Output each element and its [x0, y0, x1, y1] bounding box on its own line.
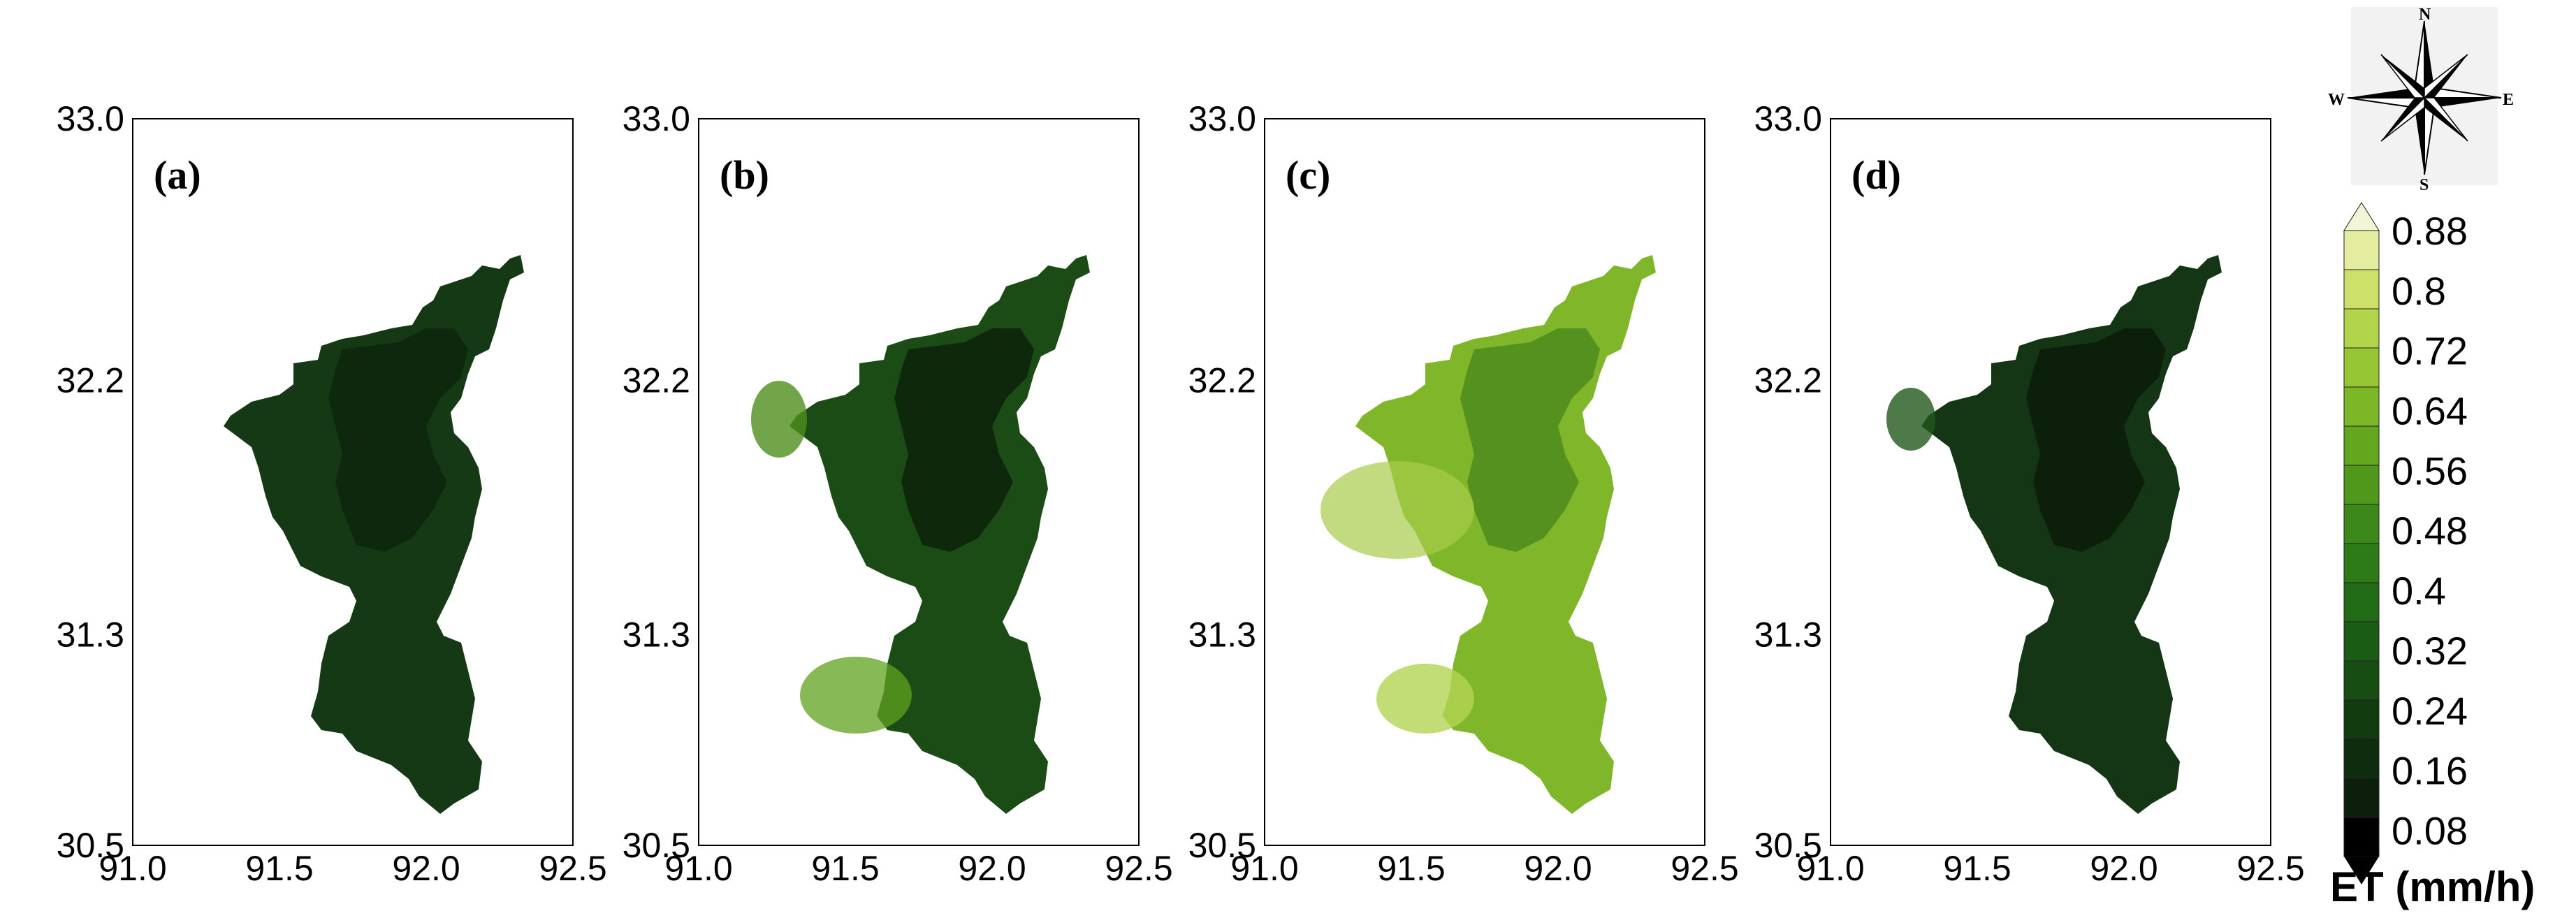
basin-detail — [1460, 328, 1600, 552]
lon-tick-label: 91.5 — [1943, 849, 2011, 888]
compass-south-label: S — [2419, 176, 2429, 194]
lon-tick-label: 92.0 — [958, 849, 1026, 888]
lon-tick-label: 92.5 — [2236, 849, 2304, 888]
colorbar-level-label: 0.16 — [2392, 749, 2468, 793]
map-panel-c: (c) — [1264, 118, 1705, 846]
lon-tick-label: 92.5 — [539, 849, 606, 888]
lat-tick-label: 32.2 — [623, 360, 690, 400]
panel-letter: (a) — [154, 152, 201, 198]
lat-tick-label: 33.0 — [623, 99, 690, 138]
colorbar-segment — [2343, 660, 2380, 701]
lon-tick-label: 91.0 — [99, 849, 166, 888]
colorbar: 0.88 0.8 0.72 0.64 0.56 0.48 0.4 0.32 0.24 0.16 0.… — [2343, 202, 2468, 884]
colorbar-segment — [2343, 465, 2380, 505]
bright-patch — [751, 381, 807, 458]
panel-letter: (c) — [1286, 152, 1330, 198]
lat-tick-label: 31.3 — [623, 615, 690, 654]
lat-tick-label: 32.2 — [57, 360, 124, 400]
colorbar-level-label: 0.48 — [2392, 509, 2468, 553]
colorbar-segment — [2343, 308, 2380, 349]
lon-tick-label: 92.5 — [1105, 849, 1172, 888]
lon-tick-label: 92.0 — [392, 849, 460, 888]
compass-rose: N S E W — [2328, 6, 2514, 194]
compass-icon — [2347, 20, 2502, 175]
basin-detail — [2026, 328, 2166, 552]
colorbar-segment — [2343, 543, 2380, 583]
colorbar-segment — [2343, 817, 2380, 857]
lat-tick-label: 31.3 — [1188, 615, 1256, 654]
colorbar-segment — [2343, 621, 2380, 662]
lat-tick-label: 32.2 — [1188, 360, 1256, 400]
colorbar-segment — [2343, 699, 2380, 740]
axis-tick-labels: 91.0 91.5 92.0 92.533.032.231.330.591.0 91.5… — [57, 99, 2305, 888]
lat-tick-label: 30.5 — [623, 826, 690, 865]
lon-tick-label: 91.5 — [811, 849, 879, 888]
basin-detail — [328, 328, 468, 552]
lon-tick-label: 91.0 — [1796, 849, 1864, 888]
lat-tick-label: 33.0 — [1188, 99, 1256, 138]
colorbar-level-label: 0.64 — [2392, 389, 2468, 433]
colorbar-level-label: 0.4 — [2392, 569, 2446, 613]
lat-tick-label: 31.3 — [1754, 615, 1822, 654]
colorbar-segment — [2343, 504, 2380, 544]
lon-tick-label: 91.5 — [245, 849, 313, 888]
map-panel-b: (b) — [698, 118, 1140, 846]
lon-tick-label: 91.0 — [664, 849, 732, 888]
lon-tick-label: 92.0 — [1524, 849, 1592, 888]
lat-tick-label: 31.3 — [57, 615, 124, 654]
colorbar-level-label: 0.56 — [2392, 449, 2468, 493]
compass-north-label: N — [2419, 6, 2431, 24]
bright-patch — [1886, 388, 1935, 451]
lat-tick-label: 30.5 — [1188, 826, 1256, 865]
colorbar-level-label: 0.72 — [2392, 329, 2468, 373]
lat-tick-label: 32.2 — [1754, 360, 1822, 400]
lat-tick-label: 30.5 — [57, 826, 124, 865]
bright-patch — [1320, 461, 1474, 559]
lon-tick-label: 91.0 — [1230, 849, 1298, 888]
colorbar-level-label: 0.08 — [2392, 808, 2468, 852]
colorbar-segment — [2343, 347, 2380, 388]
colorbar-level-label: 0.88 — [2392, 209, 2468, 253]
colorbar-segment — [2343, 230, 2380, 270]
map-panel-d: (d) — [1830, 118, 2271, 846]
colorbar-level-label: 0.32 — [2392, 629, 2468, 673]
lon-tick-label: 91.5 — [1377, 849, 1445, 888]
lon-tick-label: 92.5 — [1671, 849, 1738, 888]
colorbar-segment — [2343, 269, 2380, 309]
lat-tick-label: 30.5 — [1754, 826, 1822, 865]
panel-letter: (d) — [1851, 152, 1901, 198]
colorbar-max-arrow — [2343, 202, 2380, 231]
colorbar-title: ET (mm/h) — [2330, 864, 2535, 910]
colorbar-segment — [2343, 582, 2380, 622]
colorbar-segment — [2343, 386, 2380, 427]
colorbar-level-label: 0.24 — [2392, 689, 2468, 733]
lat-tick-label: 33.0 — [1754, 99, 1822, 138]
bright-patch — [800, 657, 912, 734]
colorbar-min-arrow — [2344, 857, 2379, 884]
map-panel-a: (a) — [132, 118, 574, 846]
colorbar-segment — [2343, 738, 2380, 779]
panel-letter: (b) — [720, 152, 769, 198]
lat-tick-label: 33.0 — [57, 99, 124, 138]
basin-detail — [894, 328, 1034, 552]
colorbar-segment — [2343, 778, 2380, 818]
compass-west-label: W — [2328, 91, 2345, 109]
bright-patch — [1376, 664, 1474, 734]
colorbar-level-label: 0.8 — [2392, 269, 2446, 313]
lon-tick-label: 92.0 — [2090, 849, 2157, 888]
compass-east-label: E — [2503, 91, 2514, 109]
colorbar-segment — [2343, 425, 2380, 466]
